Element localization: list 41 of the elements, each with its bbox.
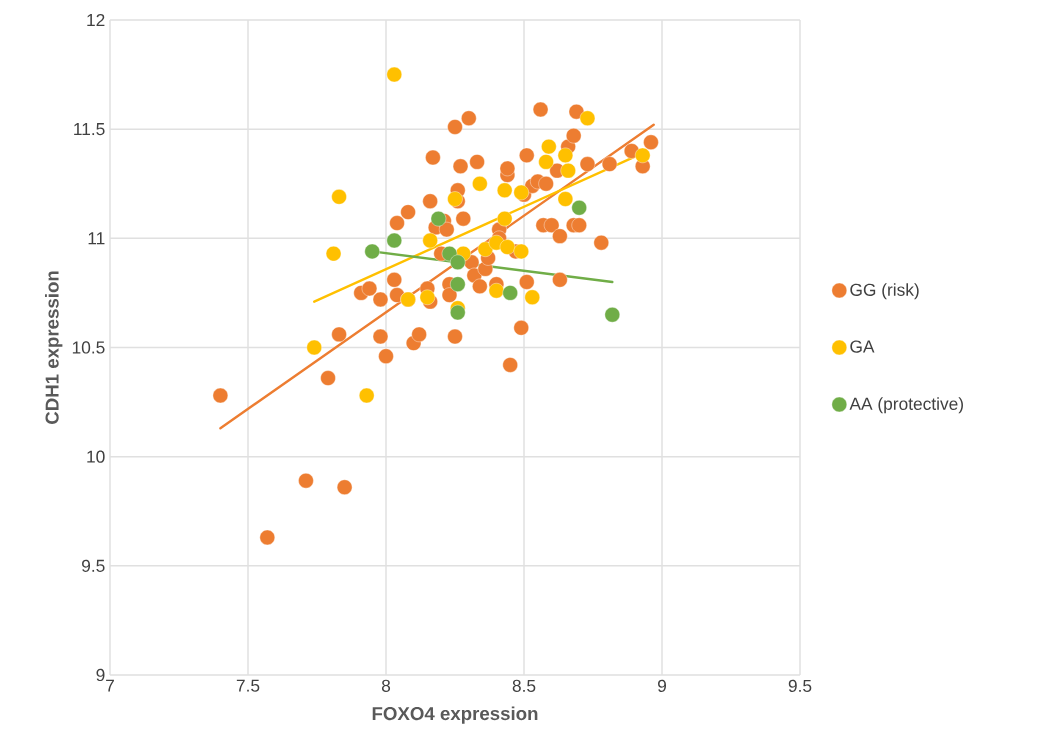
y-tick-label: 9 (96, 668, 105, 682)
y-tick-label: 10 (87, 450, 105, 463)
x-tick-label: 9 (658, 679, 667, 692)
legend-label: GA (850, 340, 875, 353)
point (386, 232, 402, 249)
point (541, 138, 557, 155)
point (502, 285, 518, 301)
y-tick-label: 10.5 (72, 341, 105, 354)
y-tick-label: 12 (87, 13, 105, 27)
point (386, 66, 402, 83)
point (571, 200, 587, 216)
x-tick-label: 9.5 (788, 679, 812, 692)
point (604, 307, 620, 323)
x-tick-label: 7.5 (236, 679, 260, 692)
point (325, 245, 342, 262)
point (450, 254, 466, 271)
point (306, 339, 322, 356)
point (364, 243, 380, 260)
point (472, 176, 488, 192)
point (497, 211, 513, 227)
legend-label: GG (risk) (850, 283, 919, 300)
point (331, 189, 347, 205)
legend-label: AA (protective) (849, 397, 963, 414)
x-tick-label: 7 (106, 679, 114, 692)
point (497, 182, 513, 198)
point (538, 154, 554, 170)
y-axis-title: CDH1 expression (45, 271, 63, 424)
x-tick-label: 8 (381, 679, 391, 692)
y-tick-label: 11 (88, 232, 105, 245)
point (524, 289, 540, 305)
point (359, 387, 375, 404)
x-axis-title: FOXO4 expression (372, 706, 538, 724)
x-tick-label: 8.5 (512, 679, 536, 692)
point (579, 110, 596, 126)
point (499, 239, 516, 255)
point (450, 304, 466, 321)
y-tick-label: 9.5 (82, 559, 105, 572)
point (557, 191, 574, 207)
y-tick-label: 11.5 (74, 123, 105, 136)
point (513, 243, 529, 260)
point (422, 232, 438, 249)
